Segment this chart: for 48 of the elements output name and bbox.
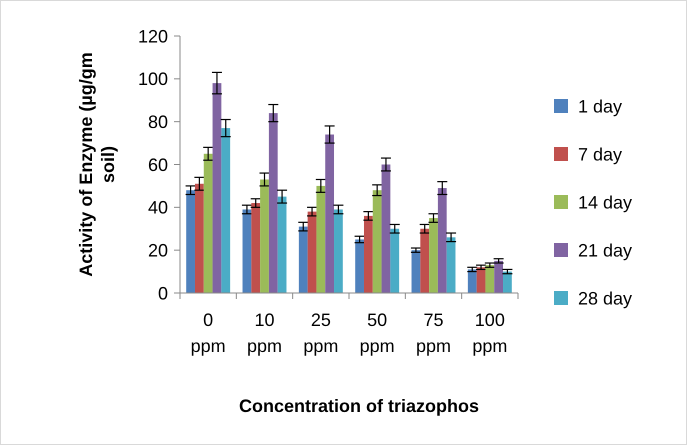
- bar: [260, 179, 269, 293]
- y-tick-label: 100: [138, 69, 168, 90]
- bar: [278, 196, 286, 293]
- x-tick-label: 25 ppm: [303, 310, 338, 356]
- legend-label: 7 day: [578, 144, 622, 164]
- x-axis-title: Concentration of triazophos: [239, 396, 479, 416]
- x-tick-label: 10 ppm: [246, 310, 282, 356]
- bar: [503, 272, 512, 293]
- x-tick-label: 100 ppm: [472, 310, 508, 356]
- bar: [372, 190, 382, 293]
- bar: [325, 134, 334, 293]
- bar: [186, 190, 195, 293]
- y-axis-title: Activity of Enzyme (µg/gm soil): [76, 52, 118, 277]
- bar: [364, 216, 373, 293]
- bar: [429, 218, 438, 293]
- bar: [420, 228, 430, 293]
- x-tick-label: 75 ppm: [416, 310, 452, 356]
- y-tick-label: 60: [148, 154, 168, 175]
- bar: [316, 186, 326, 293]
- bar: [194, 184, 204, 293]
- y-tick-label: 120: [138, 26, 168, 46]
- bar: [204, 154, 213, 293]
- bar: [298, 226, 308, 293]
- bar: [268, 113, 278, 293]
- bar: [390, 228, 400, 293]
- bar: [382, 164, 390, 293]
- y-tick-label: 80: [148, 112, 168, 132]
- legend-label: 28 day: [578, 288, 632, 308]
- x-tick-label: 0 ppm: [190, 310, 226, 356]
- bar: [476, 267, 486, 293]
- legend-label: 1 day: [578, 96, 622, 116]
- bar: [308, 212, 316, 293]
- legend-label: 21 day: [578, 240, 632, 260]
- legend-label: 14 day: [578, 192, 632, 212]
- bar: [334, 209, 343, 293]
- y-tick-label: 0: [158, 283, 168, 304]
- bar: [251, 203, 260, 293]
- bar: [221, 128, 230, 293]
- bar: [438, 188, 447, 293]
- y-tick-label: 40: [148, 198, 168, 218]
- bar: [242, 209, 252, 293]
- bar: [355, 239, 364, 293]
- bar: [494, 260, 504, 293]
- y-tick-label: 20: [148, 240, 168, 260]
- x-tick-label: 50 ppm: [360, 310, 395, 356]
- bar: [446, 237, 456, 293]
- bar: [212, 83, 222, 293]
- bar: [412, 250, 420, 293]
